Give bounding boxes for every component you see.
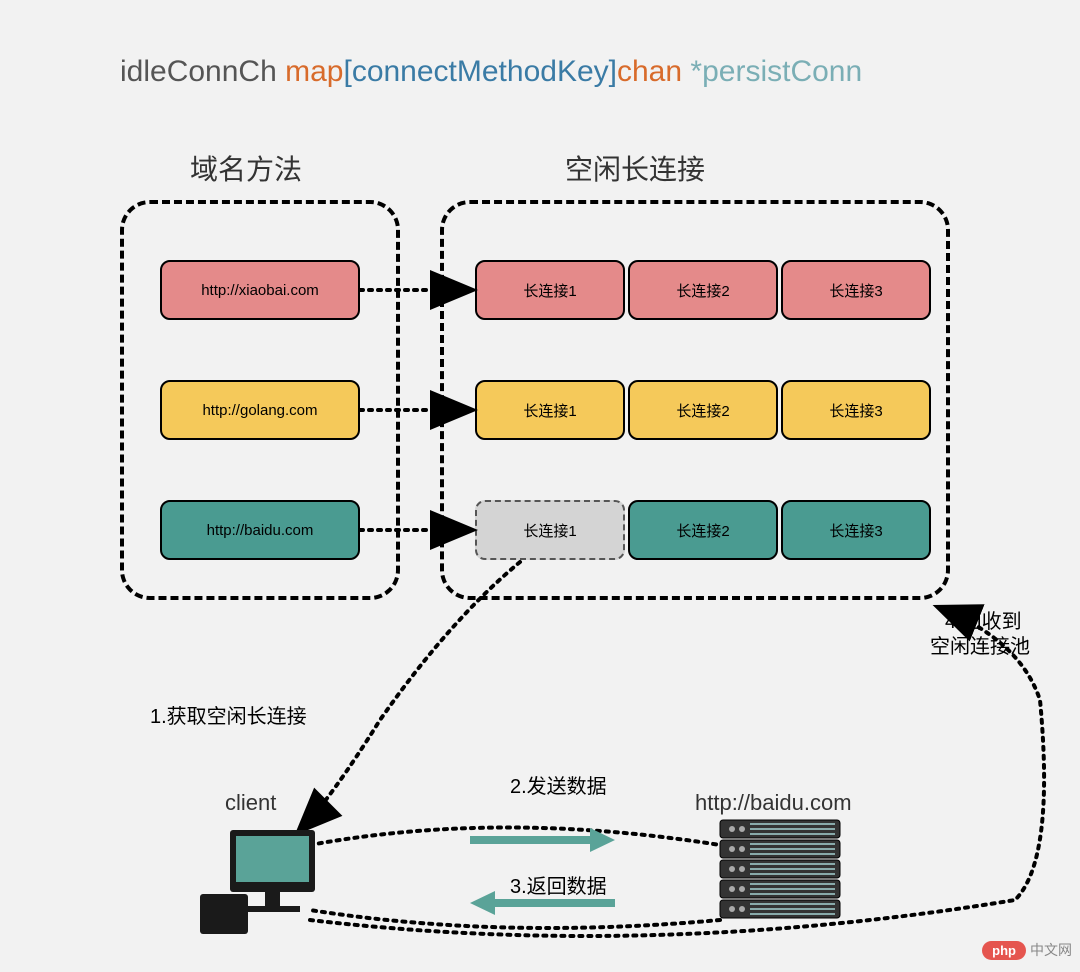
server-label: http://baidu.com [695,790,852,816]
title-part-2: [ [343,55,351,88]
step-2-label: 2.发送数据 [510,770,607,799]
title: idleConnCh map[connectMethodKey]chan *pe… [120,55,862,89]
watermark: php 中文网 [982,940,1072,960]
domain-box: http://golang.com [160,380,360,440]
conn-box: 长连接3 [781,380,931,440]
section-label-domains: 域名方法 [190,148,302,188]
title-part-5: chan [617,55,690,88]
client-label: client [225,790,276,816]
title-part-4: ] [609,55,617,88]
conn-box: 长连接2 [628,260,778,320]
conn-box: 长连接3 [781,260,931,320]
computer-icon [200,830,315,934]
conn-box: 长连接2 [628,380,778,440]
title-part-1: map [285,55,343,88]
domain-box: http://baidu.com [160,500,360,560]
step-1-label: 1.获取空闲长连接 [150,700,307,729]
send-arrow-icon [470,828,615,852]
conn-box: 长连接2 [628,500,778,560]
conn-box: 长连接1 [475,380,625,440]
watermark-pill: php [982,941,1026,960]
server-icon [720,820,840,918]
domain-box: http://xiaobai.com [160,260,360,320]
step-3-label: 3.返回数据 [510,870,607,899]
title-part-7: persistConn [702,55,862,88]
conn-box: 长连接1 [475,500,625,560]
conn-box: 长连接3 [781,500,931,560]
title-part-6: * [690,55,702,88]
title-part-3: connectMethodKey [352,55,609,88]
title-part-0: idleConnCh [120,55,285,88]
conn-box: 长连接1 [475,260,625,320]
section-label-idle-conns: 空闲长连接 [565,148,705,188]
step-4b-label: 空闲连接池 [930,630,1030,659]
watermark-text: 中文网 [1030,940,1072,960]
